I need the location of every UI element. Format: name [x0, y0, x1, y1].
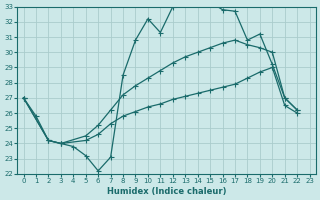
- X-axis label: Humidex (Indice chaleur): Humidex (Indice chaleur): [107, 187, 226, 196]
